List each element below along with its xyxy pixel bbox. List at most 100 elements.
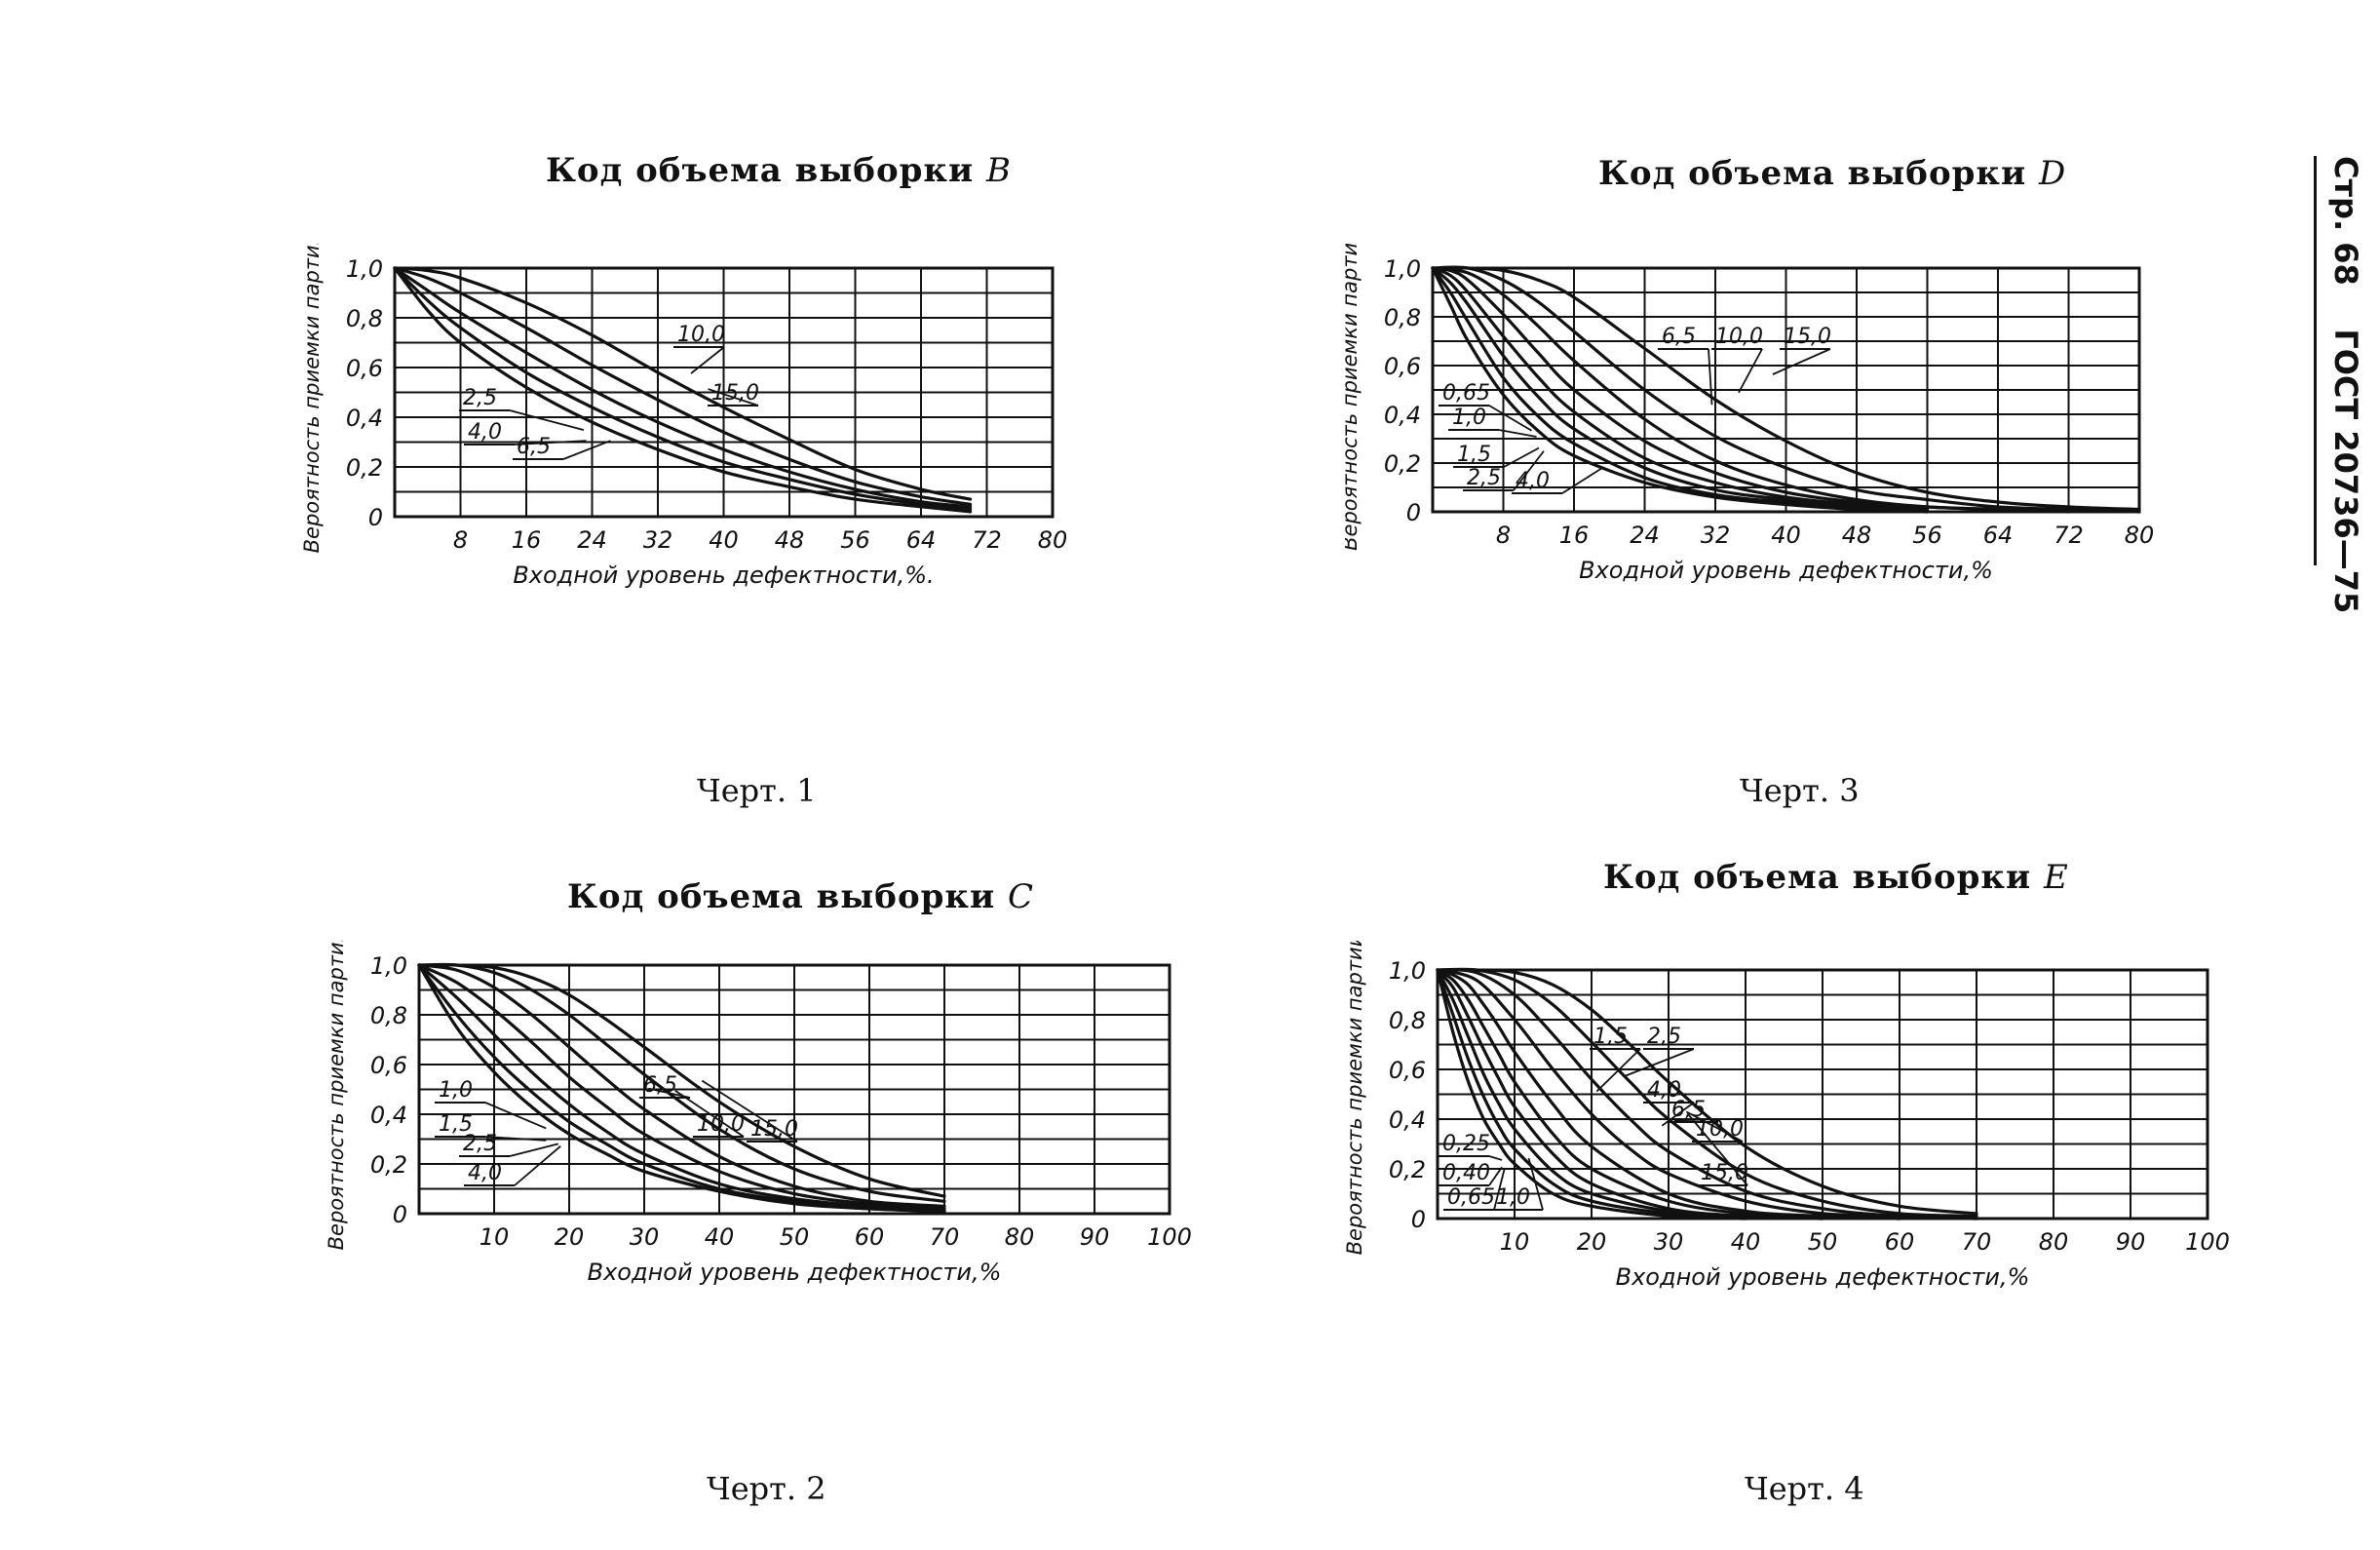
label-leader xyxy=(1488,1166,1503,1186)
y-tick-label: 0,6 xyxy=(370,1052,407,1079)
series-label-1-5: 1,5 xyxy=(1457,443,1491,467)
y-axis-label: Вероятность приемки партии xyxy=(325,941,348,1250)
series-label-2-5: 2,5 xyxy=(1467,466,1501,490)
y-tick-label: 1,0 xyxy=(370,952,407,980)
y-tick-label: 0,6 xyxy=(1384,353,1421,380)
series-line-4-0 xyxy=(1436,968,1978,1221)
label-leader xyxy=(1708,348,1713,406)
page-number: Стр. 68 xyxy=(2327,156,2364,286)
series-label-0-40: 0,40 xyxy=(1442,1161,1490,1185)
series-group xyxy=(417,962,946,1213)
y-tick-label: 0,4 xyxy=(346,405,383,432)
series-line-6-5 xyxy=(393,266,973,509)
series-label-1-0: 1,0 xyxy=(1452,406,1486,430)
x-tick-label: 100 xyxy=(1147,1223,1192,1251)
series-label-15-0: 15,0 xyxy=(1701,1161,1748,1185)
y-axis-label: Вероятность приемки партии xyxy=(300,244,324,553)
series-label-10-0: 10,0 xyxy=(1715,325,1763,349)
series-line-1-5 xyxy=(1436,968,1901,1221)
x-tick-label: 20 xyxy=(555,1223,585,1251)
y-tick-label: 1,0 xyxy=(346,255,383,283)
x-tick-label: 72 xyxy=(2054,522,2084,549)
series-line-4-0 xyxy=(393,266,973,511)
series-label-2-5: 2,5 xyxy=(1647,1025,1681,1049)
x-tick-label: 8 xyxy=(453,526,468,554)
label-leader xyxy=(1561,466,1604,494)
label-leader xyxy=(708,388,759,407)
series-label-1-0: 1,0 xyxy=(439,1078,473,1103)
x-tick-label: 70 xyxy=(1962,1228,1992,1256)
series-label-6-5: 6,5 xyxy=(517,435,551,459)
x-tick-label: 32 xyxy=(1701,522,1731,549)
y-tick-label: 0,2 xyxy=(1389,1156,1426,1183)
x-tick-label: 90 xyxy=(2116,1228,2146,1256)
label-leader xyxy=(1513,450,1545,491)
x-tick-label: 40 xyxy=(1731,1228,1761,1256)
grid xyxy=(1437,969,2208,1220)
series-line-15-0 xyxy=(393,266,973,501)
y-tick-label: 0,2 xyxy=(1384,450,1421,478)
plot-frame xyxy=(393,266,1055,519)
series-line-10-0 xyxy=(417,962,946,1203)
label-leader xyxy=(690,346,725,374)
x-tick-label: 10 xyxy=(480,1223,510,1251)
side-header-text: Стр. 68 ГОСТ 20736—75 xyxy=(2327,156,2364,613)
x-tick-label: 48 xyxy=(1842,522,1872,549)
x-tick-label: 64 xyxy=(906,526,937,554)
x-tick-label: 24 xyxy=(1630,522,1660,549)
series-line-1-5 xyxy=(417,963,946,1213)
label-leader xyxy=(1738,348,1763,394)
series-line-0-65 xyxy=(1431,266,1930,514)
series-group xyxy=(1431,265,2141,514)
label-leader xyxy=(1623,1048,1695,1078)
x-tick-label: 32 xyxy=(643,526,673,554)
series-line-4-0 xyxy=(1431,266,2000,512)
series-group xyxy=(393,266,973,514)
x-tick-label: 100 xyxy=(2185,1228,2230,1256)
series-label-4-0: 4,0 xyxy=(468,1161,502,1185)
label-leader xyxy=(1498,429,1537,438)
x-tick-label: 20 xyxy=(1577,1228,1607,1256)
y-tick-label: 0,8 xyxy=(346,305,383,332)
x-tick-label: 80 xyxy=(2125,522,2155,549)
x-tick-label: 70 xyxy=(930,1223,960,1251)
label-leader xyxy=(514,440,587,446)
y-tick-label: 0 xyxy=(393,1201,407,1228)
x-tick-label: 40 xyxy=(709,526,739,554)
x-tick-label: 16 xyxy=(512,526,542,554)
x-tick-label: 80 xyxy=(2039,1228,2069,1256)
x-tick-label: 60 xyxy=(1885,1228,1915,1256)
chart-title-e: Код объема выборки E xyxy=(1603,858,2069,897)
chart-svg-b: 0 0,2 0,4 0,6 0,8 1,0 8 16 24 32 40 48 56 64 72 80 Входн… xyxy=(300,244,1067,589)
x-tick-label: 72 xyxy=(972,526,1002,554)
label-leader xyxy=(674,1090,745,1138)
plot-frame xyxy=(417,963,1171,1216)
label-leader xyxy=(484,1102,547,1130)
label-leader xyxy=(1595,1048,1641,1093)
x-tick-label: 30 xyxy=(630,1223,660,1251)
y-tick-label: 0,6 xyxy=(346,355,383,382)
side-header: Стр. 68 ГОСТ 20736—75 xyxy=(2310,156,2368,613)
caption-e: Черт. 4 xyxy=(1745,1470,1864,1507)
caption-c: Черт. 2 xyxy=(707,1470,826,1507)
label-leader xyxy=(701,1079,798,1143)
chart-svg-c: 0 0,2 0,4 0,6 0,8 1,0 10 20 30 40 50 60 70 80 90 100 Вхо… xyxy=(325,941,1192,1286)
x-tick-label: 50 xyxy=(780,1223,810,1251)
series-line-15-0 xyxy=(1431,266,2141,512)
label-leader xyxy=(1685,1110,1744,1143)
series-label-1-5: 1,5 xyxy=(439,1112,473,1137)
series-label-2-5: 2,5 xyxy=(463,386,497,410)
series-group xyxy=(1436,967,1978,1221)
series-line-1-0 xyxy=(417,963,946,1213)
chart-title-c: Код объема выборки C xyxy=(567,877,1035,916)
y-tick-label: 0,8 xyxy=(370,1002,407,1029)
y-tick-label: 0,2 xyxy=(370,1151,407,1179)
label-leader xyxy=(562,440,611,460)
series-line-1-0 xyxy=(1436,968,1824,1221)
series-line-10-0 xyxy=(393,266,973,506)
series-line-6-5 xyxy=(1436,968,1978,1221)
y-tick-label: 0,4 xyxy=(370,1102,407,1129)
x-tick-label: 80 xyxy=(1005,1223,1035,1251)
label-leader xyxy=(509,1143,558,1157)
series-label-0-65: 0,65 xyxy=(1447,1185,1495,1210)
